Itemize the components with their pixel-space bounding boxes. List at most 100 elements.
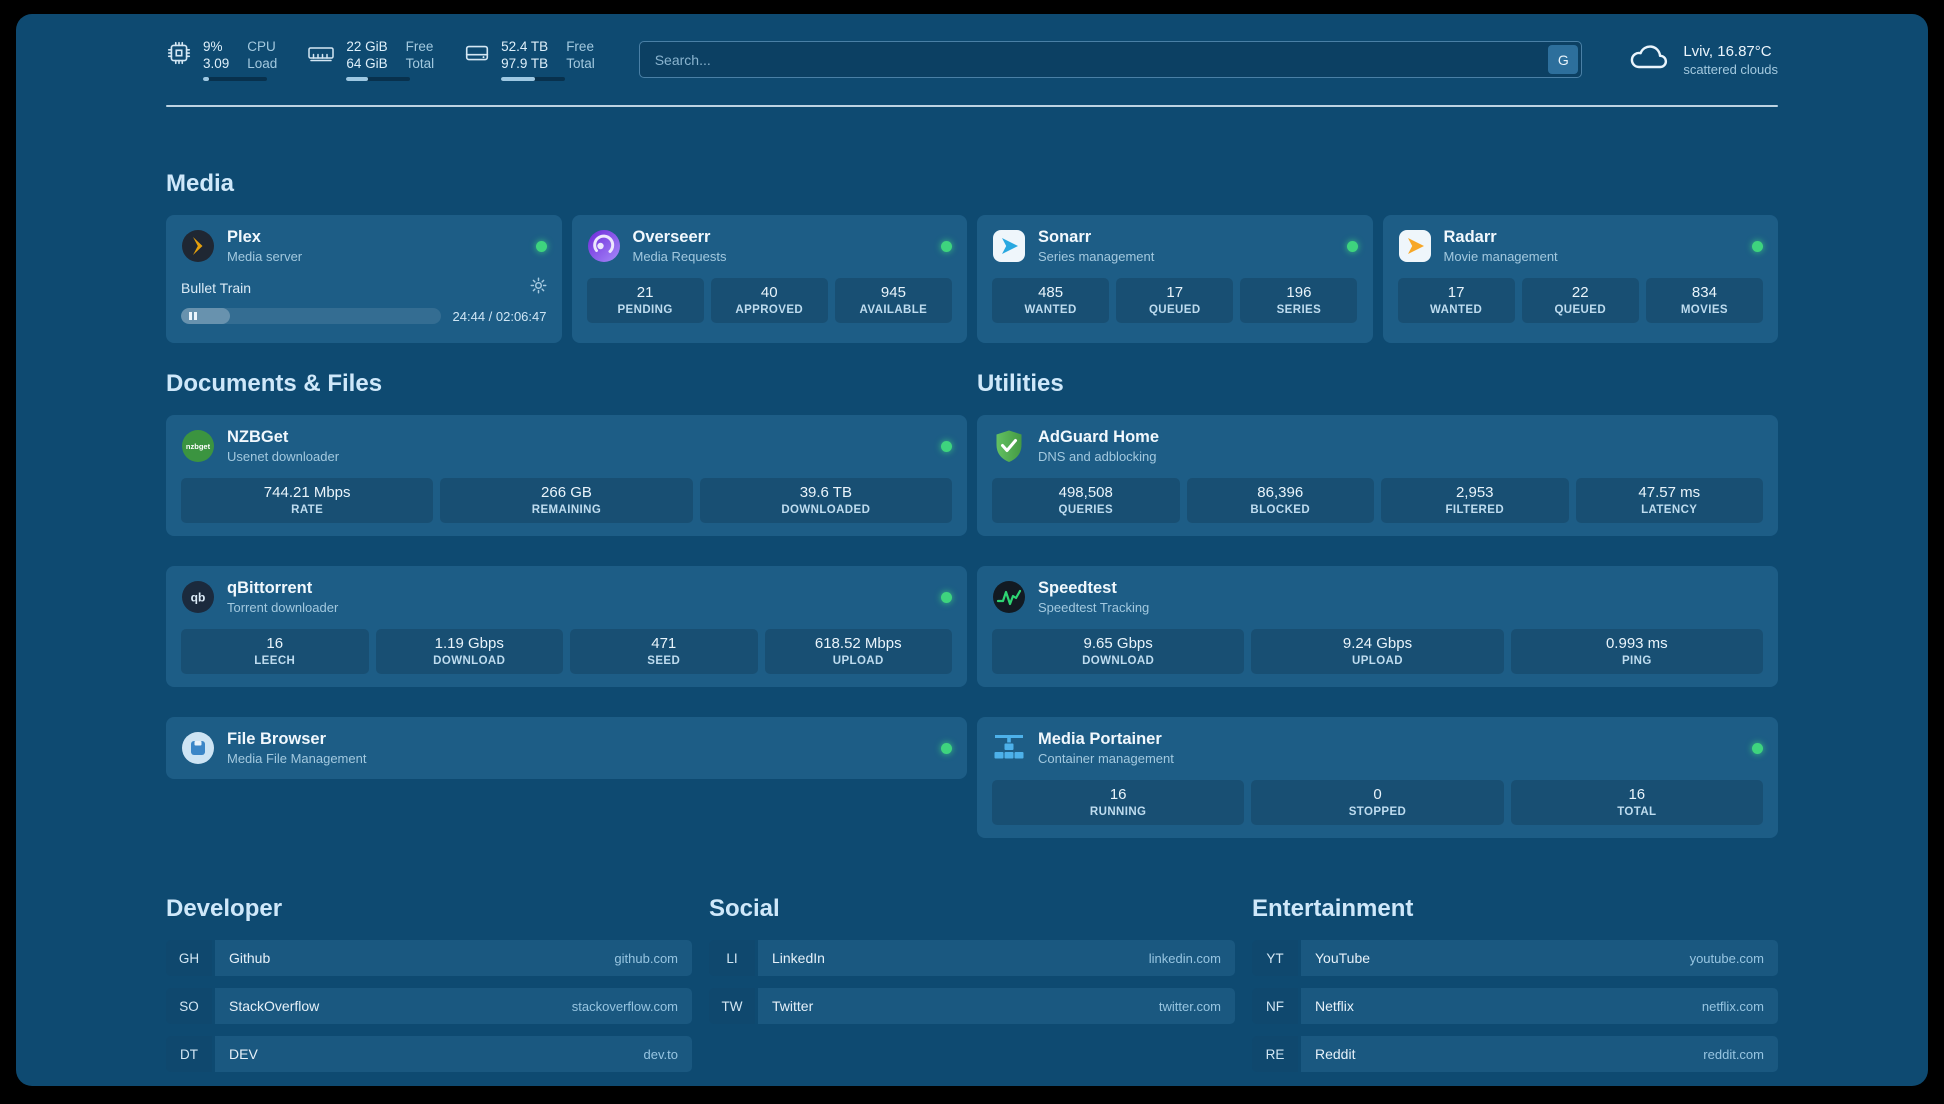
playback-progress-fill	[181, 308, 231, 324]
stat-label: SEED	[647, 655, 681, 667]
service-name: NZBGet	[227, 428, 289, 446]
disk-free-value: 52.4 TB	[501, 39, 549, 54]
disk-widget: 52.4 TB Free 97.9 TB Total	[464, 38, 595, 81]
service-card-nzbget[interactable]: nzbget NZBGet Usenet downloader 744.21 M…	[166, 415, 967, 536]
memory-progress-bar	[346, 77, 411, 81]
utilities-column: Utilities AdGuard Home DNS and adblockin…	[977, 369, 1778, 838]
bookmark-name: YouTube	[1315, 950, 1371, 966]
overseerr-icon	[587, 229, 621, 263]
bookmark-abbr: DT	[166, 1036, 212, 1072]
bookmark-domain: linkedin.com	[1148, 950, 1221, 966]
bookmark-name: StackOverflow	[229, 998, 320, 1014]
service-card-radarr[interactable]: Radarr Movie management 17 WANTED 22 QUEUE…	[1382, 215, 1778, 343]
plex-icon	[181, 229, 215, 263]
bookmark-abbr: TW	[709, 988, 755, 1024]
bookmark-youtube[interactable]: YT YouTube youtube.com	[1252, 940, 1778, 976]
service-info: NZBGet Usenet downloader	[227, 428, 929, 464]
service-card-plex[interactable]: Plex Media server Bullet Train	[166, 215, 562, 343]
playback-progress-bar[interactable]	[181, 308, 441, 324]
service-stats: 498,508 QUERIES 86,396 BLOCKED 2,953 FILTER…	[992, 478, 1763, 523]
service-subtitle: Usenet downloader	[227, 449, 340, 464]
svg-text:qb: qb	[191, 591, 206, 605]
service-card-qbittorrent[interactable]: qb qBittorrent Torrent downloader 16 LEEC…	[166, 566, 967, 687]
bookmark-name: DEV	[229, 1046, 258, 1062]
stat-label: WANTED	[1024, 304, 1077, 316]
status-online-dot	[535, 240, 547, 252]
bookmark-group-entertainment: Entertainment YT YouTube youtube.com NF N…	[1252, 894, 1778, 1084]
card-header: nzbget NZBGet Usenet downloader	[181, 428, 952, 464]
service-card-sonarr[interactable]: Sonarr Series management 485 WANTED 17 QUE…	[977, 215, 1373, 343]
bookmark-github[interactable]: GH Github github.com	[166, 940, 692, 976]
search-engine-button[interactable]: G	[1548, 45, 1579, 74]
stat-label: LEECH	[254, 655, 296, 667]
cpu-usage-value: 9%	[203, 39, 223, 54]
stat-value: 618.52 Mbps	[814, 635, 902, 652]
bookmark-netflix[interactable]: NF Netflix netflix.com	[1252, 988, 1778, 1024]
pause-icon[interactable]	[189, 312, 197, 320]
stat-value: 86,396	[1257, 484, 1304, 501]
service-info: Overseerr Media Requests	[633, 228, 930, 264]
bookmark-name: LinkedIn	[772, 950, 825, 966]
system-widgets: 9% CPU 3.09 Load 22 GiB	[166, 38, 595, 81]
bookmark-reddit[interactable]: RE Reddit reddit.com	[1252, 1036, 1778, 1072]
section-title-media: Media	[166, 170, 235, 197]
section-title-social: Social	[709, 895, 780, 922]
stat-tile: 945 AVAILABLE	[834, 278, 952, 323]
service-name: Media Portainer	[1038, 730, 1162, 748]
service-info: Radarr Movie management	[1444, 228, 1741, 264]
bookmark-domain: dev.to	[643, 1046, 678, 1062]
stat-tile: 498,508 QUERIES	[992, 478, 1180, 523]
service-subtitle: Media server	[227, 249, 303, 264]
service-card-portainer[interactable]: Media Portainer Container management 16 R…	[977, 717, 1778, 838]
stat-label: PING	[1621, 655, 1652, 667]
section-title-developer: Developer	[166, 895, 283, 922]
service-subtitle: Media Requests	[632, 249, 727, 264]
disk-total-value: 97.9 TB	[501, 56, 549, 71]
stat-label: TOTAL	[1617, 806, 1657, 818]
disk-free-label: Free	[566, 39, 594, 54]
portainer-icon	[992, 731, 1026, 765]
card-header: Radarr Movie management	[1398, 228, 1763, 264]
bookmark-dev[interactable]: DT DEV dev.to	[166, 1036, 692, 1072]
service-info: Speedtest Speedtest Tracking	[1038, 579, 1763, 615]
service-info: Media Portainer Container management	[1038, 730, 1740, 766]
bookmark-linkedin[interactable]: LI LinkedIn linkedin.com	[709, 940, 1235, 976]
files-column: Documents & Files nzbget NZBGet Usenet d…	[166, 369, 967, 779]
stat-label: LATENCY	[1641, 504, 1698, 516]
stat-label: AVAILABLE	[859, 304, 928, 316]
service-subtitle: Torrent downloader	[227, 600, 339, 615]
service-name: Speedtest	[1038, 579, 1117, 597]
stat-tile: 485 WANTED	[992, 278, 1110, 323]
bookmark-abbr: NF	[1252, 988, 1298, 1024]
disk-readout: 52.4 TB Free 97.9 TB Total	[501, 38, 595, 81]
memory-icon	[307, 40, 335, 71]
stat-value: 16	[1109, 786, 1127, 803]
stat-value: 196	[1286, 284, 1312, 301]
stat-value: 1.19 Gbps	[434, 635, 504, 652]
service-card-overseerr[interactable]: Overseerr Media Requests 21 PENDING 40 APP…	[571, 215, 967, 343]
bookmark-stackoverflow[interactable]: SO StackOverflow stackoverflow.com	[166, 988, 692, 1024]
search-input[interactable]	[638, 41, 1583, 78]
cpu-widget: 9% CPU 3.09 Load	[166, 38, 277, 81]
bookmark-twitter[interactable]: TW Twitter twitter.com	[709, 988, 1235, 1024]
gear-icon[interactable]	[530, 277, 547, 299]
stat-value: 17	[1166, 284, 1184, 301]
bookmark-domain: youtube.com	[1689, 950, 1764, 966]
bookmark-domain: reddit.com	[1703, 1046, 1764, 1062]
stat-label: UPLOAD	[832, 655, 884, 667]
stat-value: 40	[760, 284, 778, 301]
service-stats: 485 WANTED 17 QUEUED 196 SERIES	[992, 278, 1358, 323]
lower-card-area: Documents & Files nzbget NZBGet Usenet d…	[166, 369, 1778, 838]
service-stats: 16 LEECH 1.19 Gbps DOWNLOAD 471 SEED 618.52…	[181, 629, 952, 674]
service-subtitle: Media File Management	[227, 751, 367, 766]
cpu-icon	[166, 40, 192, 71]
stat-tile: 834 MOVIES	[1645, 278, 1763, 323]
service-card-filebrowser[interactable]: File Browser Media File Management	[166, 717, 967, 779]
stat-tile: 0 STOPPED	[1251, 780, 1504, 825]
stat-label: DOWNLOADED	[781, 504, 871, 516]
bookmark-domain: twitter.com	[1158, 998, 1221, 1014]
stat-label: QUEUED	[1148, 304, 1201, 316]
service-card-adguard[interactable]: AdGuard Home DNS and adblocking 498,508 Q…	[977, 415, 1778, 536]
status-online-dot	[1752, 240, 1763, 252]
service-card-speedtest[interactable]: Speedtest Speedtest Tracking 9.65 Gbps DO…	[977, 566, 1778, 687]
